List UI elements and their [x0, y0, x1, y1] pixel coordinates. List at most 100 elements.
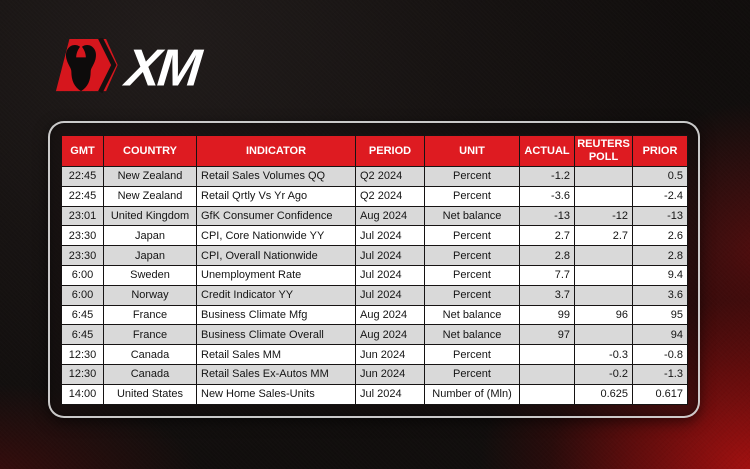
cell-country: Japan	[103, 245, 197, 266]
cell-poll	[574, 245, 633, 266]
cell-actual: -1.2	[519, 166, 575, 187]
cell-period: Aug 2024	[355, 304, 425, 326]
cell-unit: Number of (Mln)	[424, 383, 520, 405]
cell-unit: Percent	[424, 284, 520, 306]
logo-badge-notch	[98, 38, 117, 94]
column-header-gmt: GMT	[61, 135, 104, 167]
cell-period: Jul 2024	[355, 225, 425, 247]
cell-prior: 0.617	[632, 383, 688, 405]
cell-poll	[574, 185, 633, 207]
table-row: 6:00 Sweden Unemployment Rate Jul 2024 Perce…	[61, 264, 688, 286]
cell-gmt: 23:01	[61, 205, 104, 227]
cell-prior: -13	[632, 205, 688, 227]
cell-country: New Zealand	[103, 166, 197, 187]
table-row: 6:45 France Business Climate Overall Aug 20…	[61, 324, 688, 346]
column-header-actual: ACTUAL	[519, 135, 575, 167]
cell-poll: -0.3	[574, 344, 633, 365]
cell-unit: Percent	[424, 245, 520, 266]
cell-actual: 99	[519, 304, 575, 326]
cell-indicator: Business Climate Mfg	[196, 304, 356, 326]
cell-gmt: 23:30	[61, 225, 104, 247]
cell-indicator: Retail Sales MM	[196, 344, 356, 365]
cell-poll: -12	[574, 205, 633, 227]
table-header-row: GMT COUNTRY INDICATOR PERIOD UNIT ACTUAL REUTE…	[61, 135, 688, 167]
cell-country: New Zealand	[103, 185, 197, 207]
cell-period: Jul 2024	[355, 245, 425, 266]
cell-unit: Percent	[424, 344, 520, 365]
cell-indicator: Unemployment Rate	[196, 264, 356, 286]
cell-poll: -0.2	[574, 363, 633, 385]
cell-indicator: CPI, Overall Nationwide	[196, 245, 356, 266]
table-body: 22:45 New Zealand Retail Sales Volumes QQ Q…	[61, 166, 688, 405]
cell-unit: Net balance	[424, 324, 520, 346]
column-header-period: PERIOD	[355, 135, 425, 167]
cell-unit: Percent	[424, 264, 520, 286]
cell-gmt: 22:45	[61, 166, 104, 187]
economic-calendar-table: GMT COUNTRY INDICATOR PERIOD UNIT ACTUAL REUTE…	[61, 135, 688, 405]
cell-poll: 0.625	[574, 383, 633, 405]
bull-icon	[66, 44, 97, 92]
cell-unit: Net balance	[424, 205, 520, 227]
cell-poll: 96	[574, 304, 633, 326]
cell-period: Q2 2024	[355, 185, 425, 207]
cell-indicator: Business Climate Overall	[196, 324, 356, 346]
table-row: 12:30 Canada Retail Sales Ex-Autos MM Jun 2…	[61, 363, 688, 385]
cell-gmt: 6:45	[61, 324, 104, 346]
cell-prior: 3.6	[632, 284, 688, 306]
cell-poll	[574, 324, 633, 346]
table-row: 23:01 United Kingdom GfK Consumer Confiden…	[61, 205, 688, 227]
cell-prior: 95	[632, 304, 688, 326]
cell-prior: 2.6	[632, 225, 688, 247]
cell-actual	[519, 383, 575, 405]
column-header-unit: UNIT	[424, 135, 520, 167]
cell-actual: -13	[519, 205, 575, 227]
logo-text: XM	[120, 39, 206, 94]
xm-logo: XM	[55, 38, 206, 94]
column-header-poll: REUTERS POLL	[574, 135, 633, 167]
column-header-country: COUNTRY	[103, 135, 197, 167]
cell-country: France	[103, 324, 197, 346]
table-row: 22:45 New Zealand Retail Sales Volumes QQ Q…	[61, 166, 688, 187]
cell-gmt: 6:45	[61, 304, 104, 326]
cell-actual: 2.7	[519, 225, 575, 247]
cell-prior: -2.4	[632, 185, 688, 207]
cell-gmt: 23:30	[61, 245, 104, 266]
cell-country: Japan	[103, 225, 197, 247]
cell-country: Canada	[103, 344, 197, 365]
cell-period: Jul 2024	[355, 264, 425, 286]
cell-period: Jul 2024	[355, 284, 425, 306]
cell-country: France	[103, 304, 197, 326]
cell-unit: Percent	[424, 185, 520, 207]
cell-prior: -0.8	[632, 344, 688, 365]
cell-indicator: New Home Sales-Units	[196, 383, 356, 405]
cell-prior: -1.3	[632, 363, 688, 385]
cell-period: Jun 2024	[355, 344, 425, 365]
cell-gmt: 22:45	[61, 185, 104, 207]
table-row: 23:30 Japan CPI, Core Nationwide YY Jul 202…	[61, 225, 688, 247]
cell-actual	[519, 344, 575, 365]
cell-indicator: Retail Qrtly Vs Yr Ago	[196, 185, 356, 207]
cell-indicator: CPI, Core Nationwide YY	[196, 225, 356, 247]
cell-gmt: 6:00	[61, 284, 104, 306]
column-header-indicator: INDICATOR	[196, 135, 356, 167]
cell-gmt: 6:00	[61, 264, 104, 286]
cell-unit: Percent	[424, 225, 520, 247]
cell-period: Jun 2024	[355, 363, 425, 385]
cell-actual: -3.6	[519, 185, 575, 207]
cell-unit: Net balance	[424, 304, 520, 326]
cell-indicator: Retail Sales Volumes QQ	[196, 166, 356, 187]
cell-poll: 2.7	[574, 225, 633, 247]
cell-period: Jul 2024	[355, 383, 425, 405]
cell-period: Q2 2024	[355, 166, 425, 187]
cell-indicator: Retail Sales Ex-Autos MM	[196, 363, 356, 385]
cell-gmt: 14:00	[61, 383, 104, 405]
cell-poll	[574, 264, 633, 286]
cell-actual: 3.7	[519, 284, 575, 306]
cell-period: Aug 2024	[355, 324, 425, 346]
table-row: 23:30 Japan CPI, Overall Nationwide Jul 202…	[61, 245, 688, 266]
column-header-prior: PRIOR	[632, 135, 688, 167]
calendar-panel: GMT COUNTRY INDICATOR PERIOD UNIT ACTUAL REUTE…	[48, 121, 700, 418]
cell-period: Aug 2024	[355, 205, 425, 227]
cell-prior: 9.4	[632, 264, 688, 286]
